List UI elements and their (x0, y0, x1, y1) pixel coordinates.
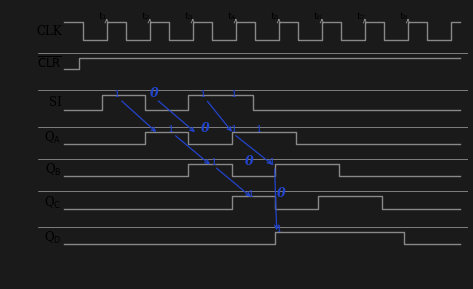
Text: 1: 1 (256, 125, 263, 134)
Text: t₄: t₄ (228, 12, 236, 21)
Text: t₇: t₇ (357, 12, 365, 21)
Text: 1: 1 (211, 158, 218, 166)
Text: 1: 1 (114, 90, 121, 99)
Text: CLK: CLK (36, 25, 61, 38)
Text: SI: SI (49, 96, 61, 109)
Text: t₅: t₅ (271, 12, 279, 21)
Text: Q$_{\rm C}$: Q$_{\rm C}$ (44, 194, 61, 210)
Text: 0: 0 (277, 187, 285, 200)
Text: 1: 1 (168, 125, 175, 134)
Text: 0: 0 (245, 155, 253, 168)
Text: 1: 1 (269, 158, 276, 166)
Text: t₁: t₁ (98, 12, 106, 21)
Text: t₃: t₃ (184, 12, 193, 21)
Text: 0: 0 (149, 87, 158, 100)
Text: 1: 1 (200, 90, 207, 99)
Text: 1: 1 (247, 190, 254, 199)
Text: Q$_{\rm A}$: Q$_{\rm A}$ (44, 130, 61, 146)
Text: 1: 1 (276, 225, 282, 234)
Text: 1: 1 (230, 125, 237, 134)
Text: 0: 0 (201, 122, 210, 135)
Text: Q$_{\rm D}$: Q$_{\rm D}$ (44, 230, 61, 246)
Text: Q$_{\rm B}$: Q$_{\rm B}$ (45, 162, 61, 178)
Text: t₈: t₈ (400, 12, 408, 21)
Text: t₂: t₂ (141, 12, 149, 21)
Text: 1: 1 (230, 90, 237, 99)
Text: $\overline{\rm CLR}$: $\overline{\rm CLR}$ (36, 56, 61, 71)
Text: t₆: t₆ (314, 12, 322, 21)
